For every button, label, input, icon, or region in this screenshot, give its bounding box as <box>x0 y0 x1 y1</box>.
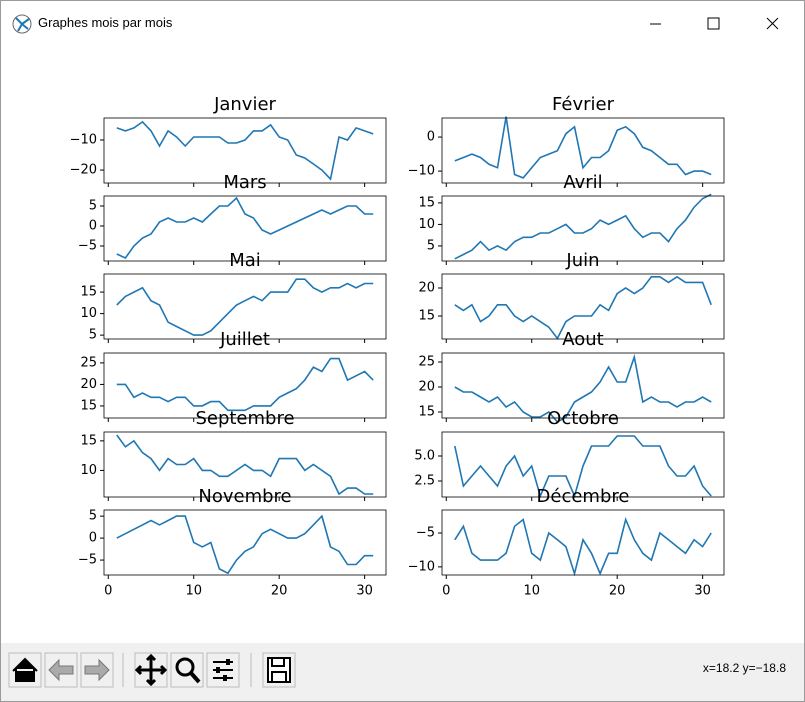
subplot-title: Avril <box>563 172 602 193</box>
data-line <box>116 357 374 412</box>
axes-frame <box>103 352 387 419</box>
data-line <box>454 193 712 260</box>
subplot-title: Décembre <box>537 486 630 507</box>
axes-frame <box>441 352 725 419</box>
data-line <box>454 435 712 499</box>
axes-frame <box>441 509 725 576</box>
y-tick-label: 15 <box>418 195 435 210</box>
y-tick-label: 10 <box>80 463 97 478</box>
data-line <box>116 434 374 496</box>
subplot-title: Juin <box>565 250 599 271</box>
forward-button[interactable] <box>80 652 114 688</box>
axes-frame <box>103 431 387 498</box>
window-title: Graphes mois par mois <box>38 15 173 30</box>
y-tick-label: 15 <box>80 285 97 300</box>
y-tick-label: 25 <box>418 355 435 370</box>
data-line <box>454 353 712 424</box>
x-tick-label: 20 <box>271 584 288 599</box>
y-tick-label: 10 <box>80 306 97 321</box>
y-tick-label: −10 <box>408 559 435 574</box>
data-line <box>454 275 712 340</box>
subplot-title: Février <box>552 94 615 115</box>
data-line <box>116 196 374 260</box>
close-button[interactable] <box>766 17 779 30</box>
title-bar: Graphes mois par mois <box>1 1 804 45</box>
y-tick-label: 10 <box>418 217 435 232</box>
y-tick-label: 5 <box>89 199 97 214</box>
subplot-title: Octobre <box>547 408 619 429</box>
subplot-title: Novembre <box>198 486 291 507</box>
status-text: x=18.2 y=−18.8 <box>702 661 786 675</box>
y-tick-label: 5 <box>89 328 97 343</box>
subplot-title: Septembre <box>195 408 294 429</box>
y-tick-label: 5 <box>89 509 97 524</box>
data-line <box>116 120 374 181</box>
data-line <box>454 116 712 179</box>
window-controls <box>650 17 779 30</box>
y-tick-label: 2.5 <box>414 474 435 489</box>
axes-frame <box>441 431 725 498</box>
x-tick-label: 10 <box>523 584 540 599</box>
x-tick-label: 30 <box>356 584 373 599</box>
subplot-title: Janvier <box>213 94 276 115</box>
axes-frame <box>103 509 387 576</box>
y-tick-label: 15 <box>418 405 435 420</box>
subplot-title: Juillet <box>219 329 270 350</box>
toolbar-buttons <box>8 652 296 688</box>
subplot-title: Mai <box>229 250 261 271</box>
configure-button[interactable] <box>206 652 240 688</box>
toolbar: x=18.2 y=−18.8 <box>1 643 804 701</box>
axes-frame <box>103 195 387 262</box>
y-tick-label: 0 <box>89 219 97 234</box>
data-line <box>116 278 374 336</box>
y-tick-label: 15 <box>80 433 97 448</box>
axes-frame <box>103 273 387 340</box>
x-tick-label: 0 <box>104 584 112 599</box>
figure: Janvier −20 −10 Février −10 0 Mars −5 0 5 Avril 5 10… <box>70 94 725 599</box>
y-tick-label: −5 <box>416 526 435 541</box>
y-tick-label: 5.0 <box>414 449 435 464</box>
y-tick-label: −10 <box>408 164 435 179</box>
y-tick-label: 20 <box>80 377 97 392</box>
x-tick-label: 30 <box>694 584 711 599</box>
y-tick-label: 15 <box>80 398 97 413</box>
maximize-button[interactable] <box>707 17 720 30</box>
y-tick-label: −10 <box>70 132 97 147</box>
y-tick-label: 5 <box>427 238 435 253</box>
home-button[interactable] <box>8 652 42 688</box>
y-tick-label: 20 <box>418 281 435 296</box>
y-tick-label: −5 <box>78 553 97 568</box>
y-tick-label: −5 <box>78 239 97 254</box>
y-tick-label: 15 <box>418 309 435 324</box>
y-tick-label: 0 <box>427 130 435 145</box>
zoom-button[interactable] <box>170 652 204 688</box>
app-icon <box>12 14 32 34</box>
data-line <box>116 514 374 575</box>
x-tick-label: 10 <box>185 584 202 599</box>
axes-frame <box>441 195 725 262</box>
y-tick-label: −20 <box>70 163 97 178</box>
pan-button[interactable] <box>134 652 168 688</box>
save-button[interactable] <box>262 652 296 688</box>
data-line <box>454 516 712 577</box>
y-tick-label: 25 <box>80 355 97 370</box>
back-button[interactable] <box>44 652 78 688</box>
axes-frame <box>103 117 387 184</box>
x-tick-label: 0 <box>442 584 450 599</box>
subplot-title: Aout <box>562 329 603 350</box>
axes-frame <box>441 117 725 184</box>
subplot-title: Mars <box>223 172 266 193</box>
axes-frame <box>441 273 725 340</box>
x-tick-label: 20 <box>609 584 626 599</box>
y-tick-label: 0 <box>89 531 97 546</box>
y-tick-label: 20 <box>418 380 435 395</box>
